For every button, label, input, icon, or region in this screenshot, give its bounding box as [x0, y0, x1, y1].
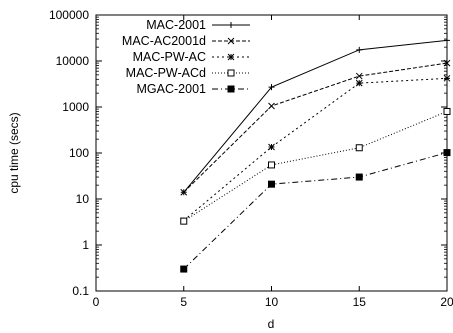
series-line	[183, 39, 448, 193]
y-axis: 0.1 1 10 100 1000 10000 100000	[49, 8, 447, 298]
y-tick-label: 10	[76, 192, 90, 206]
x-tick-label: 5	[180, 295, 187, 309]
legend-label: MAC-PW-ACd	[126, 66, 206, 80]
data-point	[443, 107, 451, 115]
legend-label: MAC-PW-AC	[133, 50, 206, 64]
legend-item: MAC-AC2001d	[122, 34, 250, 48]
legend: MAC-2001 MAC-AC2001d MAC-PW-AC MAC-PW-ACd MG…	[122, 18, 250, 96]
data-point	[180, 265, 188, 273]
x-tick-label: 0	[93, 295, 100, 309]
legend-swatch-marker	[227, 37, 235, 45]
data-point	[180, 217, 188, 225]
y-tick-label: 1000	[62, 100, 89, 114]
legend-item: MGAC-2001	[137, 82, 250, 96]
series-mgac-2001	[180, 149, 451, 273]
y-tick-label: 10000	[56, 54, 90, 68]
series-line	[183, 152, 448, 270]
data-point	[355, 144, 363, 152]
x-tick-label: 10	[265, 295, 279, 309]
y-axis-label: cpu time (secs)	[7, 112, 21, 193]
legend-label: MAC-2001	[146, 18, 206, 32]
series-mac-pw-ac	[180, 74, 451, 224]
legend-swatch-marker	[227, 85, 235, 93]
x-axis: 0 5 10 15 20	[93, 15, 453, 309]
legend-swatch-marker	[228, 22, 234, 28]
legend-item: MAC-PW-AC	[133, 50, 250, 64]
x-tick-label: 15	[353, 295, 367, 309]
series-mac-pw-acd	[180, 107, 451, 225]
legend-item: MAC-PW-ACd	[126, 66, 250, 80]
data-point	[268, 102, 275, 110]
series-layer	[180, 37, 451, 273]
data-point	[268, 180, 275, 188]
series-mac-ac2001d	[180, 59, 451, 196]
x-tick-label: 20	[440, 295, 453, 309]
data-point	[443, 59, 451, 67]
series-line	[183, 77, 448, 221]
y-tick-label: 100	[69, 146, 89, 160]
y-tick-label: 100000	[49, 8, 89, 22]
series-line	[183, 110, 448, 222]
data-point	[443, 149, 451, 157]
data-point	[180, 188, 188, 196]
data-point	[356, 46, 363, 53]
data-point	[443, 74, 451, 82]
x-axis-label: d	[268, 317, 275, 331]
legend-swatch-marker	[227, 53, 235, 61]
data-point	[444, 37, 450, 44]
data-point	[268, 84, 275, 91]
series-line	[183, 62, 448, 193]
series-mac-2001	[180, 37, 450, 196]
data-point	[355, 173, 363, 181]
legend-label: MAC-AC2001d	[122, 34, 206, 48]
data-point	[355, 72, 363, 80]
legend-label: MGAC-2001	[137, 82, 207, 96]
y-tick-label: 1	[82, 238, 89, 252]
data-point	[355, 79, 363, 87]
y-tick-label: 0.1	[72, 284, 89, 298]
legend-swatch-marker	[227, 69, 235, 77]
data-point	[268, 161, 275, 169]
legend-item: MAC-2001	[146, 18, 250, 32]
data-point	[268, 143, 275, 151]
